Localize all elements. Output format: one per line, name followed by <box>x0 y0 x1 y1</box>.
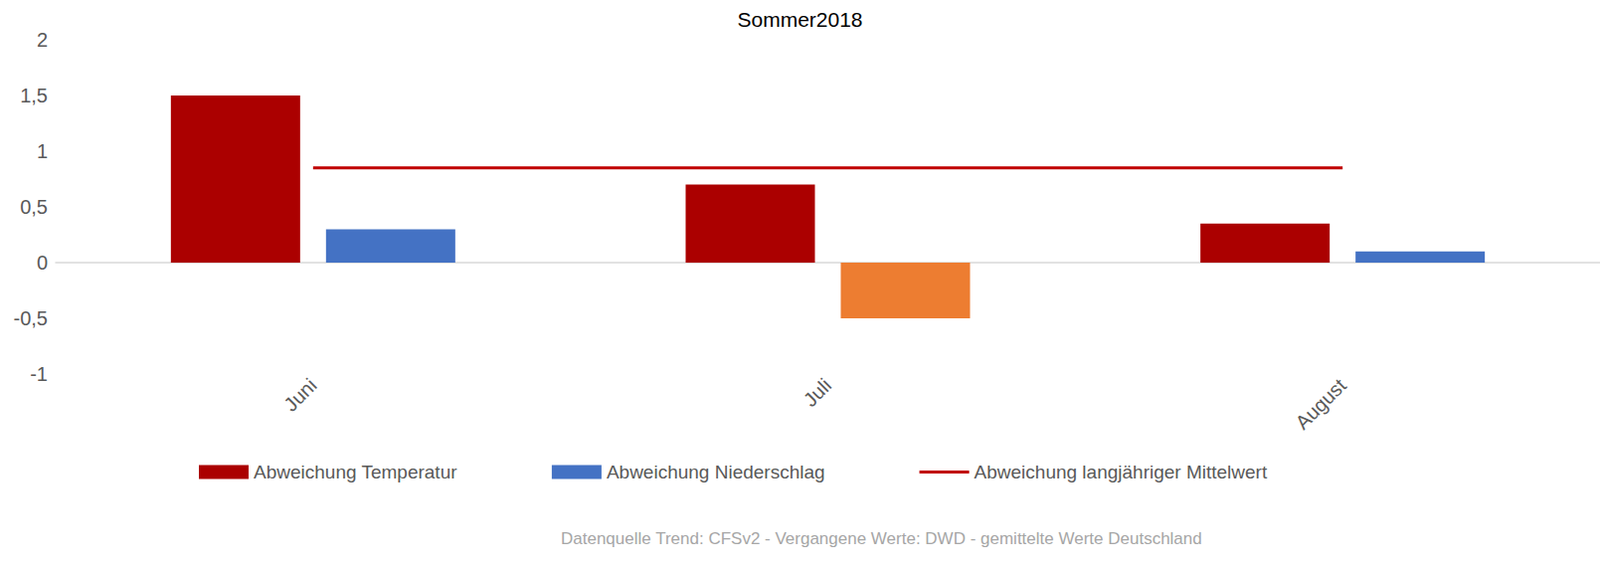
svg-text:Abweichung langjähriger Mittel: Abweichung langjähriger Mittelwert <box>974 461 1268 483</box>
svg-text:1: 1 <box>36 140 48 163</box>
svg-text:Abweichung Temperatur: Abweichung Temperatur <box>253 461 458 483</box>
svg-text:-0,5: -0,5 <box>13 307 48 330</box>
svg-text:0,5: 0,5 <box>19 195 48 218</box>
svg-text:August: August <box>1290 373 1351 434</box>
svg-text:Datenquelle Trend: CFSv2 - Ver: Datenquelle Trend: CFSv2 - Vergangene We… <box>560 529 1203 548</box>
svg-text:-1: -1 <box>29 362 48 385</box>
svg-text:Abweichung Niederschlag: Abweichung Niederschlag <box>606 461 826 483</box>
svg-text:2: 2 <box>36 28 48 51</box>
svg-text:Juli: Juli <box>799 373 837 411</box>
svg-text:1,5: 1,5 <box>19 84 48 107</box>
svg-text:0: 0 <box>36 251 48 274</box>
svg-text:Juni: Juni <box>279 373 321 415</box>
svg-text:Sommer2018: Sommer2018 <box>736 7 863 31</box>
